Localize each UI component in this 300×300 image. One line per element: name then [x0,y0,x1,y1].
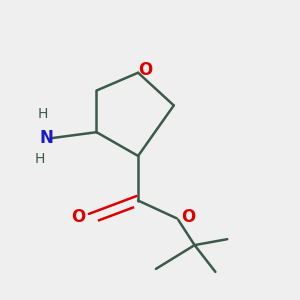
Text: N: N [40,129,53,147]
Text: H: H [38,107,48,121]
Text: O: O [71,208,86,226]
Text: O: O [182,208,196,226]
Text: H: H [35,152,45,166]
Text: O: O [138,61,153,79]
